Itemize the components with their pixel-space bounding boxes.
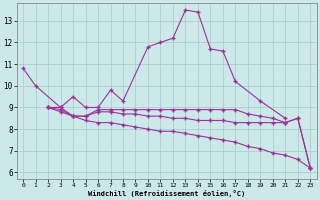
X-axis label: Windchill (Refroidissement éolien,°C): Windchill (Refroidissement éolien,°C)	[88, 190, 245, 197]
